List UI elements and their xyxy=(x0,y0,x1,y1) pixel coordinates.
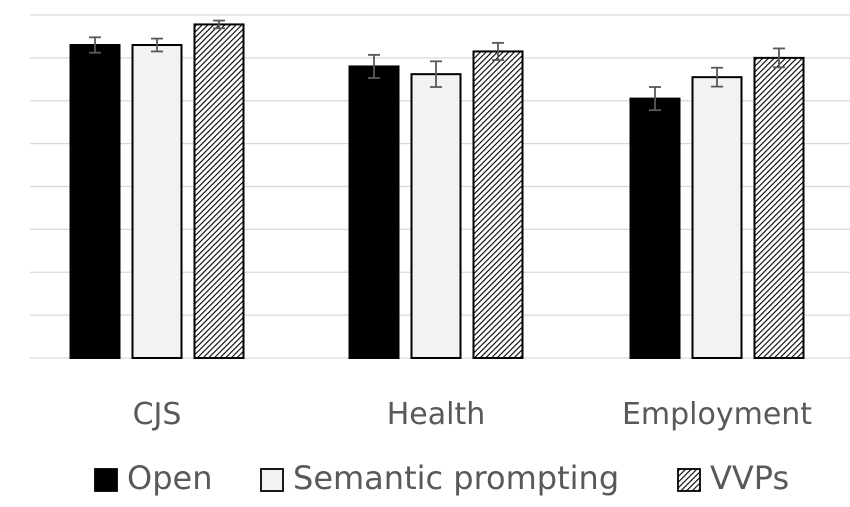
error-bar-employment-open xyxy=(649,86,661,112)
category-label: Employment xyxy=(622,397,812,432)
bar-cjs-semantic-prompting xyxy=(131,44,183,359)
legend-item-open: Open xyxy=(94,459,212,497)
legend-label: VVPs xyxy=(710,459,789,497)
error-bar-health-semantic-prompting xyxy=(430,60,442,88)
bar-health-open xyxy=(348,65,400,359)
legend-item-semantic-prompting: Semantic prompting xyxy=(260,459,619,497)
legend-label: Semantic prompting xyxy=(293,459,619,497)
error-bars xyxy=(89,19,785,112)
error-bar-health-vvps xyxy=(492,41,504,61)
bars xyxy=(69,23,805,360)
legend-label: Open xyxy=(127,459,212,497)
error-bar-cjs-vvps xyxy=(213,19,225,30)
legend-swatch xyxy=(260,468,284,492)
error-bar-employment-semantic-prompting xyxy=(711,66,723,88)
legend-swatch xyxy=(94,468,118,492)
bar-cjs-open xyxy=(69,44,121,359)
error-bar-cjs-open xyxy=(89,36,101,54)
category-labels: CJS Health Employment xyxy=(133,397,813,432)
category-label: CJS xyxy=(133,397,182,432)
legend: Open Semantic prompting VVPs xyxy=(94,459,789,497)
bar-employment-semantic-prompting xyxy=(691,76,743,359)
error-bar-employment-vvps xyxy=(773,47,785,69)
bar-health-semantic-prompting xyxy=(410,73,462,359)
legend-swatch xyxy=(677,468,701,492)
category-label: Health xyxy=(387,397,486,432)
bar-health-vvps xyxy=(472,50,524,359)
bar-employment-vvps xyxy=(753,56,805,359)
bar-cjs-vvps xyxy=(193,23,245,360)
bar-employment-open xyxy=(629,97,681,359)
error-bar-health-open xyxy=(368,53,380,79)
error-bar-cjs-semantic-prompting xyxy=(151,37,163,53)
legend-item-vvps: VVPs xyxy=(677,459,789,497)
